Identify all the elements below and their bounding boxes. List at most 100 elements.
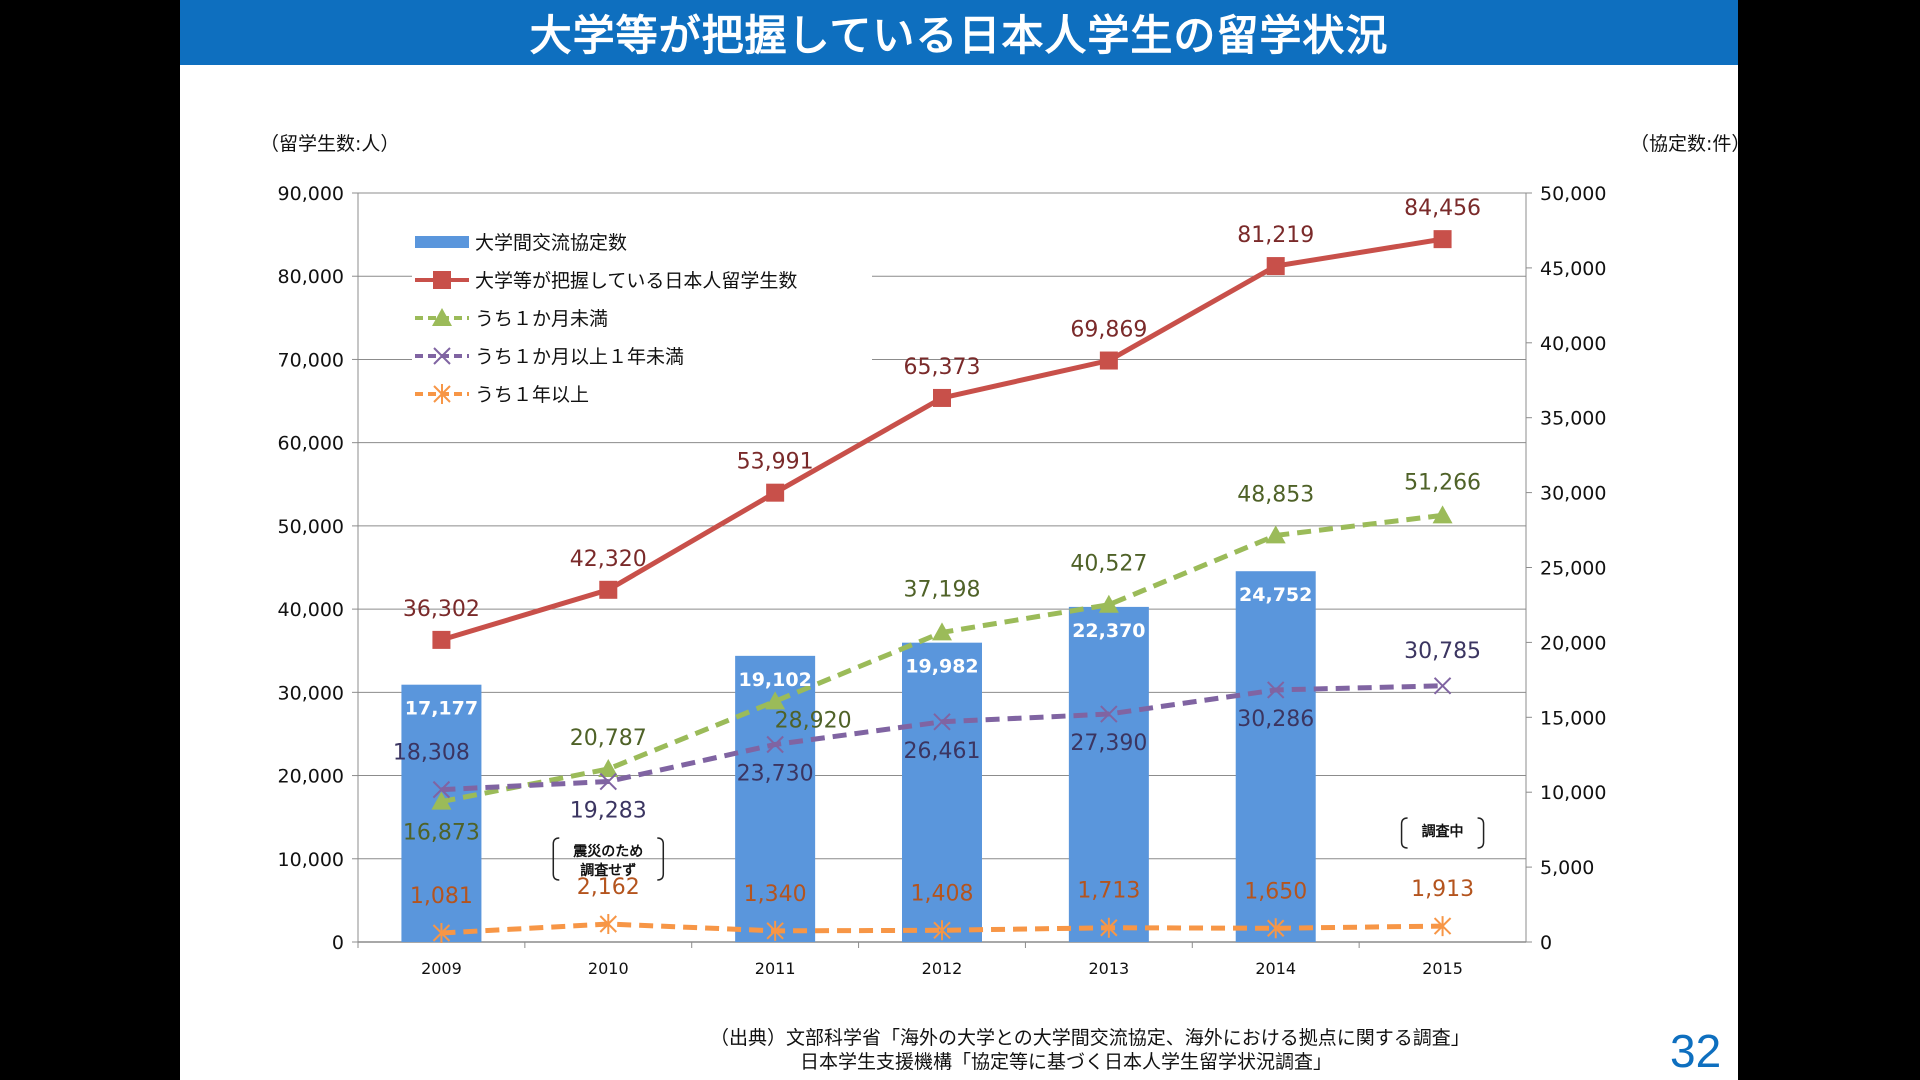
- annotation-text: 調査中: [1422, 823, 1464, 840]
- legend: 大学間交流協定数大学等が把握している日本人留学生数うち１か月未満うち１か月以上１…: [412, 223, 872, 413]
- left-tick-label: 50,000: [278, 516, 344, 538]
- right-axis-unit-label: （協定数:件）: [1630, 133, 1738, 155]
- marker-triangle: [598, 759, 619, 778]
- line-value-label: 69,869: [1070, 318, 1147, 343]
- slide: 大学等が把握している日本人学生の留学状況 （留学生数:人） （協定数:件） 0 1…: [180, 0, 1738, 1080]
- x-tick-label: 2013: [1088, 959, 1129, 978]
- line-value-label: 2,162: [577, 875, 640, 900]
- legend-label: 大学間交流協定数: [475, 232, 627, 254]
- marker-x: [766, 735, 784, 754]
- line-value-label: 1,340: [744, 882, 807, 907]
- bar-value-label: 17,177: [405, 698, 478, 720]
- marker-square: [933, 388, 951, 407]
- line-value-label: 30,286: [1237, 707, 1314, 732]
- marker-star: [432, 923, 451, 944]
- right-tick-label: 5,000: [1540, 857, 1594, 879]
- annotation-bracket-left: [1400, 817, 1408, 849]
- marker-square: [1433, 230, 1452, 249]
- line-value-label: 27,390: [1070, 731, 1147, 756]
- bar: [401, 684, 482, 942]
- x-tick-label: 2015: [1422, 959, 1463, 978]
- annotation-bracket-right: [1477, 817, 1485, 849]
- marker-triangle: [432, 308, 452, 326]
- right-tick-label: 15,000: [1540, 707, 1606, 729]
- bar: [902, 642, 982, 942]
- line-value-label: 42,320: [570, 547, 647, 572]
- marker-x: [599, 772, 617, 791]
- marker-triangle: [1265, 525, 1286, 544]
- x-tick-label: 2012: [922, 959, 963, 978]
- line-value-label: 19,283: [570, 799, 647, 824]
- marker-star: [1433, 916, 1452, 937]
- legend-label: うち１年以上: [475, 384, 589, 406]
- line-value-label: 1,650: [1244, 879, 1307, 904]
- left-tick-label: 20,000: [278, 766, 344, 788]
- line-value-label: 65,373: [904, 355, 981, 380]
- marker-star: [1267, 918, 1285, 939]
- left-tick-label: 30,000: [278, 682, 344, 704]
- bar: [1068, 606, 1149, 942]
- right-tick-label: 25,000: [1540, 558, 1606, 580]
- marker-x: [1433, 677, 1452, 695]
- source-line-1: （出典）文部科学省「海外の大学との大学間交流協定、海外における拠点に関する調査」: [710, 1027, 1470, 1049]
- marker-x: [1267, 681, 1285, 699]
- right-tick-label: 35,000: [1540, 408, 1606, 430]
- line-value-label: 40,527: [1070, 552, 1147, 577]
- line-value-label: 1,408: [911, 881, 974, 906]
- data-labels: 17,177 19,102 19,982 22,370 24,752 36,302 42,3…: [393, 196, 1481, 909]
- bar-value-label: 19,102: [738, 669, 811, 691]
- line-value-label: 30,785: [1404, 639, 1481, 664]
- marker-x: [433, 347, 451, 365]
- bar-value-label: 24,752: [1239, 584, 1312, 606]
- line-value-label: 37,198: [904, 577, 981, 602]
- source-line-2: 日本学生支援機構「協定等に基づく日本人学生留学状況調査」: [800, 1051, 1333, 1073]
- legend-label: うち１か月未満: [475, 308, 608, 330]
- line-value-label: 51,266: [1404, 470, 1481, 495]
- line-value-label: 84,456: [1404, 196, 1481, 221]
- legend-label: うち１か月以上１年未満: [475, 346, 684, 368]
- line-value-label: 28,920: [775, 708, 852, 733]
- left-axis-unit-label: （留学生数:人）: [260, 133, 399, 155]
- line-value-label: 36,302: [403, 597, 480, 622]
- marker-star: [599, 914, 617, 935]
- marker-x: [432, 780, 451, 799]
- title-bar: 大学等が把握している日本人学生の留学状況: [180, 0, 1738, 65]
- line-value-label: 1,081: [410, 884, 473, 909]
- legend-background: [412, 223, 872, 413]
- legend-swatch-bar: [415, 236, 469, 248]
- bars: [401, 571, 1316, 942]
- left-tick-label: 60,000: [278, 433, 344, 455]
- marker-square: [1099, 351, 1118, 370]
- marker-triangle: [932, 622, 952, 641]
- marker-star: [766, 920, 784, 941]
- x-tick-label: 2010: [588, 959, 629, 978]
- right-tick-label: 0: [1540, 932, 1552, 954]
- source-note: （出典）文部科学省「海外の大学との大学間交流協定、海外における拠点に関する調査」…: [710, 1026, 1710, 1074]
- marker-x: [1100, 705, 1118, 723]
- marker-triangle: [1432, 505, 1453, 524]
- right-tick-label: 10,000: [1540, 782, 1606, 804]
- bar-value-label: 22,370: [1072, 620, 1145, 642]
- marker-triangle: [1098, 594, 1119, 613]
- marker-triangle: [431, 791, 452, 810]
- page-number: 32: [1670, 1025, 1722, 1077]
- marker-square: [599, 580, 618, 599]
- marker-x: [933, 713, 951, 731]
- lines: [431, 230, 1453, 944]
- marker-star: [933, 920, 951, 941]
- slide-title: 大学等が把握している日本人学生の留学状況: [529, 11, 1389, 60]
- annotation-text: 震災のため: [572, 844, 643, 860]
- left-tick-label: 70,000: [278, 349, 344, 371]
- bar-value-label: 19,982: [905, 656, 978, 678]
- annotation-bracket-left: [552, 837, 560, 881]
- marker-square: [432, 630, 451, 649]
- marker-star: [433, 384, 451, 404]
- bar: [1235, 571, 1316, 942]
- line-value-label: 53,991: [737, 450, 814, 475]
- line-value-label: 48,853: [1237, 482, 1314, 507]
- left-tick-label: 10,000: [278, 849, 344, 871]
- right-tick-label: 20,000: [1540, 632, 1606, 654]
- line-value-label: 20,787: [570, 726, 647, 751]
- left-tick-label: 90,000: [278, 183, 344, 205]
